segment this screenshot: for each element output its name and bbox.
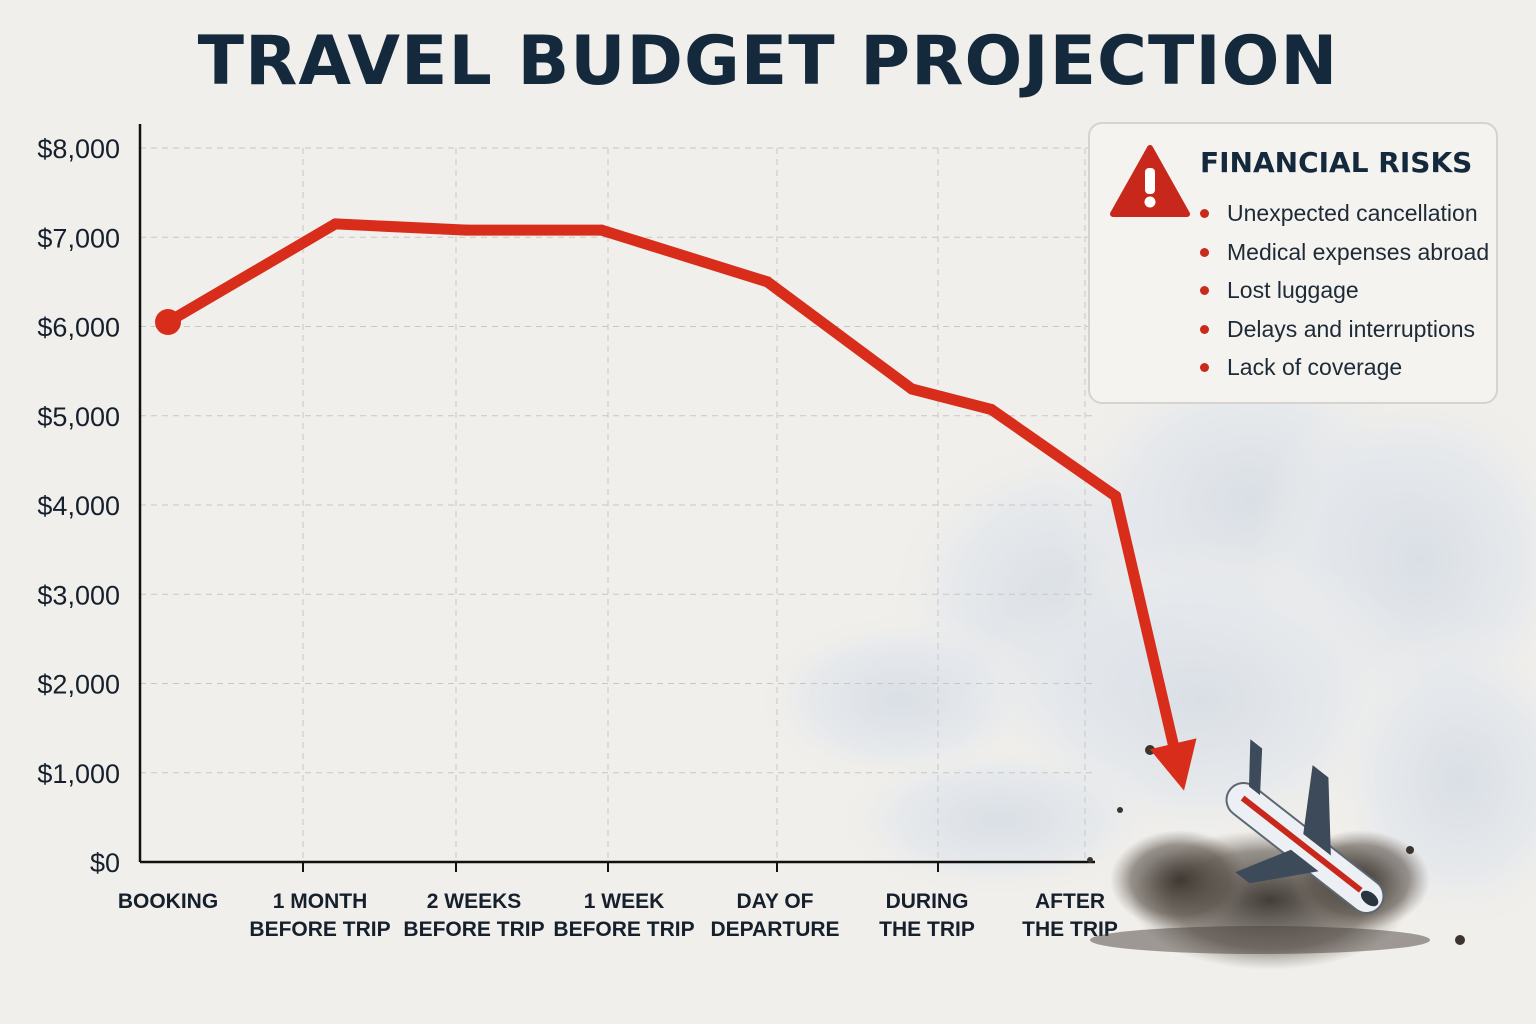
chart-axes: [138, 124, 1095, 872]
y-tick-label: $2,000: [37, 670, 120, 700]
x-tick-label: DURING THE TRIP: [879, 890, 975, 941]
series-line: [162, 218, 1122, 502]
risk-item: Medical expenses abroad: [1200, 237, 1489, 276]
financial-risks-panel: FINANCIAL RISKS Unexpected cancellation …: [1088, 122, 1498, 404]
bullet-dot-icon: [1200, 247, 1209, 257]
risk-panel-title: FINANCIAL RISKS: [1200, 146, 1473, 179]
data-point: [985, 404, 997, 416]
bullet-dot-icon: [1200, 363, 1209, 373]
x-tick-label: 2 WEEKS BEFORE TRIP: [403, 890, 544, 941]
y-tick-label: $7,000: [37, 223, 120, 253]
risk-list: Unexpected cancellation Medical expenses…: [1200, 198, 1489, 391]
risk-item: Unexpected cancellation: [1200, 198, 1489, 237]
x-axis-ticks: BOOKING 1 MONTH BEFORE TRIP 2 WEEKS BEFORE T…: [118, 890, 1118, 941]
data-point: [761, 276, 773, 288]
risk-item: Lost luggage: [1200, 275, 1489, 314]
y-tick-label: $4,000: [37, 491, 120, 521]
series-arrow-shaft: [1110, 490, 1179, 750]
y-tick-label: $8,000: [37, 134, 120, 164]
bullet-dot-icon: [1200, 324, 1209, 334]
chart-title: TRAVEL BUDGET PROJECTION: [197, 22, 1339, 101]
crashing-airplane-icon: [1225, 739, 1385, 915]
warning-triangle-icon: [1110, 145, 1190, 217]
x-tick-label: DAY OF DEPARTURE: [710, 890, 839, 941]
cloud-icon: [750, 340, 1536, 940]
y-tick-label: $0: [90, 848, 120, 878]
risk-item: Lack of coverage: [1200, 352, 1489, 391]
risk-item-label: Lack of coverage: [1227, 354, 1403, 381]
data-point: [155, 309, 181, 336]
risk-item-label: Delays and interruptions: [1227, 315, 1476, 342]
y-tick-label: $3,000: [37, 580, 120, 610]
x-tick-label: 1 WEEK BEFORE TRIP: [553, 890, 694, 941]
y-axis-ticks: $0 $1,000 $2,000 $3,000 $4,000 $5,000 $6,000 $7…: [37, 134, 120, 878]
risk-item-label: Lost luggage: [1227, 277, 1359, 304]
data-point: [460, 224, 472, 236]
data-point: [329, 218, 341, 230]
y-tick-label: $1,000: [37, 759, 120, 789]
risk-item-label: Unexpected cancellation: [1227, 200, 1478, 226]
x-tick-label: BOOKING: [118, 890, 218, 913]
data-point: [596, 224, 607, 236]
y-tick-label: $6,000: [37, 313, 120, 343]
bullet-dot-icon: [1200, 209, 1209, 218]
risk-item-label: Medical expenses abroad: [1227, 238, 1490, 265]
y-tick-label: $5,000: [37, 402, 120, 432]
data-point: [1110, 490, 1122, 502]
series-arrow-head: [1149, 738, 1197, 791]
risk-item: Delays and interruptions: [1200, 314, 1489, 353]
data-series: [155, 218, 1197, 791]
x-tick-label: AFTER THE TRIP: [1022, 890, 1118, 941]
x-tick-label: 1 MONTH BEFORE TRIP: [249, 890, 390, 941]
data-point: [906, 383, 918, 395]
bullet-dot-icon: [1200, 286, 1209, 296]
